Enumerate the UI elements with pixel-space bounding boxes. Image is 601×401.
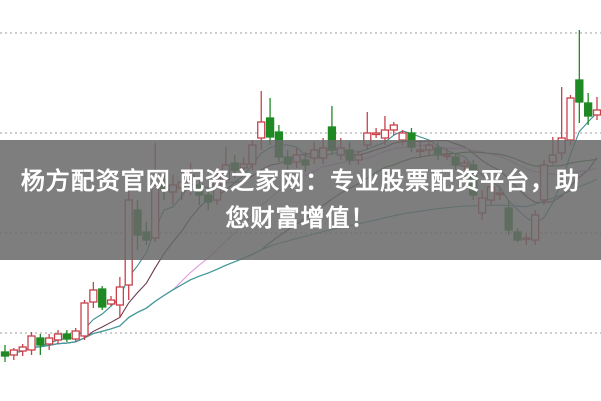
candle-up [371, 132, 381, 136]
candle-up [398, 132, 407, 141]
candle-up [53, 333, 63, 341]
candle-down [36, 337, 45, 346]
candle-up [566, 97, 575, 141]
candle-up [80, 302, 89, 337]
banner-line-2: 您财富增值！ [225, 204, 376, 232]
candle-up [389, 124, 398, 131]
candle-up [106, 299, 116, 305]
candle-up [71, 330, 80, 340]
candle-down [62, 333, 72, 340]
candle-down [0, 351, 10, 357]
candle-down [98, 288, 107, 308]
candle-up [9, 349, 18, 356]
candle-down [584, 102, 593, 117]
banner-line-1: 杨方配资官网 配资之家网：专业股票配资平台，助 [20, 167, 581, 195]
candle-up [27, 335, 36, 351]
candle-up [592, 109, 601, 116]
candle-up [257, 121, 266, 139]
candle-up [380, 129, 390, 139]
candle-up [45, 337, 54, 345]
candle-up [18, 346, 27, 352]
candle-up [115, 286, 125, 306]
candle-down [575, 79, 584, 103]
candle-up [89, 289, 98, 303]
candle-down [265, 117, 275, 138]
title-banner: 杨方配资官网 配资之家网：专业股票配资平台，助 您财富增值！ [0, 140, 601, 260]
